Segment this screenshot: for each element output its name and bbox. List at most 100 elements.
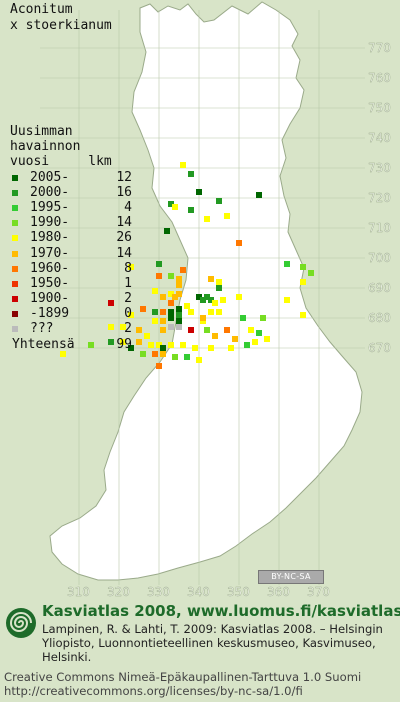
record-square [208,297,214,303]
footer: Kasviatlas 2008, www.luomus.fi/kasviatla… [0,600,400,702]
legend-header-1: Uusimman [10,124,73,139]
legend-period: -1899 [30,306,70,322]
record-square [196,294,202,300]
distribution-map: 770 760 750 740 730 720 710 700 690 680 670 310 320 3… [40,1,392,600]
legend-header-3: vuosi lkm [10,154,112,170]
record-square [152,288,158,294]
record-square [168,315,174,321]
legend-period: 2000- [30,184,70,200]
legend-row: 1995- 4 [10,200,132,215]
record-square [160,345,166,351]
legend-swatch [12,189,18,196]
record-squares [60,162,314,369]
record-square [180,267,186,273]
record-square [152,309,158,315]
record-square [232,336,238,342]
record-square [196,189,202,195]
record-square [256,192,262,198]
legend-row: ??? 2 [10,321,132,336]
record-square [284,297,290,303]
legend-period: 1950- [30,275,70,291]
record-square [300,312,306,318]
legend-count: 26 [116,230,132,246]
record-square [188,327,194,333]
record-square [216,198,222,204]
record-square [128,264,134,270]
legend-count: 0 [124,306,132,322]
legend-period: 1995- [30,199,70,215]
legend-period: 1970- [30,245,70,261]
legend-row: 2000- 16 [10,185,132,200]
record-square [212,333,218,339]
legend-count: 2 [124,321,132,337]
record-square [168,300,174,306]
record-square [136,339,142,345]
record-square [208,309,214,315]
legend-swatch [12,174,18,181]
record-square [152,318,158,324]
record-square [164,228,170,234]
record-square [176,306,182,312]
record-square [216,279,222,285]
record-square [204,216,210,222]
record-square [156,261,162,267]
record-square [224,213,230,219]
record-square [248,327,254,333]
coordinate-grid [40,10,365,585]
record-square [120,339,126,345]
record-square [260,315,266,321]
legend-period: 1980- [30,230,70,246]
x-tick-label: 340 [187,585,210,599]
record-square [120,324,126,330]
legend-total: Yhteensä 99 [10,337,132,353]
legend-row: 1950- 1 [10,276,132,291]
record-square [140,351,146,357]
license-url[interactable]: http://creativecommons.org/licenses/by-n… [4,684,303,698]
record-square [252,339,258,345]
record-square [176,291,182,297]
record-square [168,324,174,330]
species-epithet: x stoerkianum [10,18,112,33]
x-tick-label: 370 [307,585,330,599]
record-square [152,351,158,357]
legend-swatch [12,250,18,257]
legend-count: 12 [116,169,132,185]
finland-landmass [49,1,363,581]
legend-row: 1900- 2 [10,291,132,306]
legend-count: 2 [124,291,132,307]
cc-license-badge[interactable]: BY-NC-SA [258,570,324,584]
footer-title[interactable]: Kasviatlas 2008, www.luomus.fi/kasviatla… [42,602,400,620]
legend-rows: 2005- 12 2000- 16 1995- 4 1990- 14 1980- 26 1970- 1… [10,170,132,337]
record-square [172,204,178,210]
species-genus: Aconitum [10,2,73,17]
record-square [108,300,114,306]
record-square [168,273,174,279]
legend-period: 1960- [30,260,70,276]
legend-row: 2005- 12 [10,170,132,185]
record-square [300,264,306,270]
legend-swatch [12,220,18,227]
record-square [220,297,226,303]
legend-count: 8 [124,260,132,276]
record-square [176,318,182,324]
x-tick-label: 330 [147,585,170,599]
y-tick-label: 710 [368,221,391,235]
record-square [244,342,250,348]
record-square [172,294,178,300]
record-square [200,297,206,303]
legend-period: 1990- [30,215,70,231]
legend-count: 14 [116,215,132,231]
legend-period: 2005- [30,169,70,185]
x-tick-label: 310 [67,585,90,599]
legend-count: 16 [116,184,132,200]
footer-citation: Lampinen, R. & Lahti, T. 2009: Kasviatla… [42,622,383,664]
record-square [204,327,210,333]
legend-row: 1980- 26 [10,230,132,245]
record-square [184,354,190,360]
legend-row: 1960- 8 [10,261,132,276]
record-square [224,327,230,333]
record-square [236,240,242,246]
y-tick-label: 770 [368,41,391,55]
record-square [216,309,222,315]
record-square [148,342,154,348]
